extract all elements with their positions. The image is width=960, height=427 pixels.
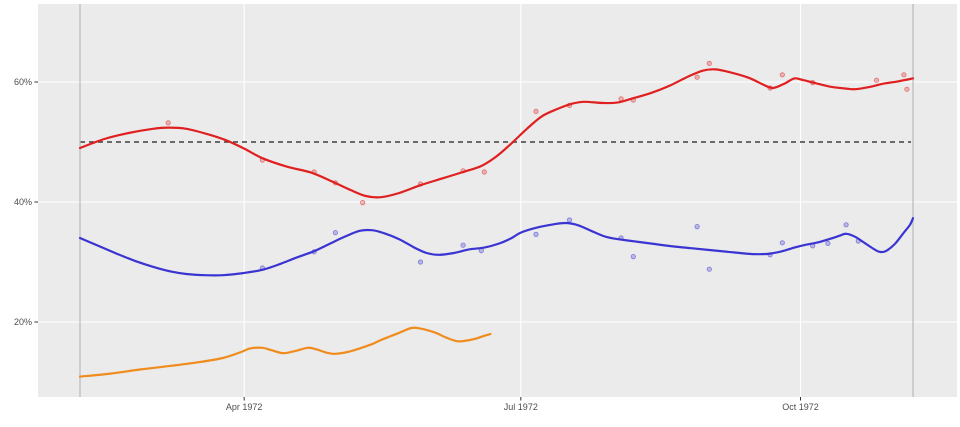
blue-series-point: [779, 240, 785, 246]
blue-series-point: [630, 254, 636, 260]
blue-series-point: [533, 231, 539, 237]
blue-series-point: [843, 222, 849, 228]
red-series-point: [873, 77, 880, 83]
blue-series-point: [810, 243, 816, 249]
y-axis-tick-label: 60%: [14, 77, 32, 87]
scatter-points: [165, 60, 910, 272]
axis-tick-marks: [34, 81, 802, 401]
red-series-point: [311, 169, 317, 175]
red-series-point: [618, 96, 624, 102]
red-series-point: [566, 102, 573, 109]
red-series-point: [810, 80, 816, 86]
red-series-point: [533, 108, 539, 115]
red-series-point: [767, 85, 773, 91]
blue-series-point: [332, 230, 338, 236]
red-series-trend-line: [78, 68, 915, 199]
blue-series-point: [825, 240, 831, 246]
blue-series-point: [855, 238, 861, 244]
red-series-point: [360, 200, 366, 206]
red-series-point: [417, 181, 424, 187]
x-axis-tick-label: Jul 1972: [504, 402, 538, 412]
reference-lines: [79, 4, 914, 397]
blue-series-point: [460, 242, 466, 248]
red-series-point: [904, 86, 910, 92]
red-series-point: [779, 72, 785, 78]
red-series-point: [901, 72, 907, 78]
trend-lines: [78, 68, 915, 378]
y-axis-tick-label: 40%: [14, 197, 32, 207]
axis-tick-labels: 20% 40% 60% Apr 1972 Jul 1972 Oct 1972: [14, 77, 819, 412]
red-series-point: [481, 169, 487, 175]
x-axis-tick-label: Oct 1972: [782, 402, 819, 412]
red-series-point: [630, 97, 636, 103]
blue-series-point: [478, 248, 484, 254]
blue-series-trend-line: [78, 217, 915, 277]
red-series-point: [332, 180, 338, 186]
blue-series-point: [618, 235, 624, 241]
blue-series-point: [311, 249, 317, 255]
blue-series-point: [706, 266, 712, 272]
plot-panel: [38, 4, 957, 397]
red-series-point: [259, 157, 265, 163]
red-series-point: [706, 60, 712, 67]
blue-series-point: [417, 259, 424, 265]
blue-series-point: [259, 265, 265, 271]
blue-series-point: [694, 224, 700, 230]
gridlines: [38, 4, 957, 397]
y-axis-tick-label: 20%: [14, 317, 32, 327]
x-axis-tick-label: Apr 1972: [226, 402, 263, 412]
blue-series-point: [767, 252, 773, 258]
red-series-point: [165, 120, 171, 126]
red-series-point: [460, 168, 466, 174]
orange-series-trend-line: [78, 326, 492, 378]
blue-series-point: [566, 217, 573, 223]
red-series-point: [694, 74, 700, 80]
